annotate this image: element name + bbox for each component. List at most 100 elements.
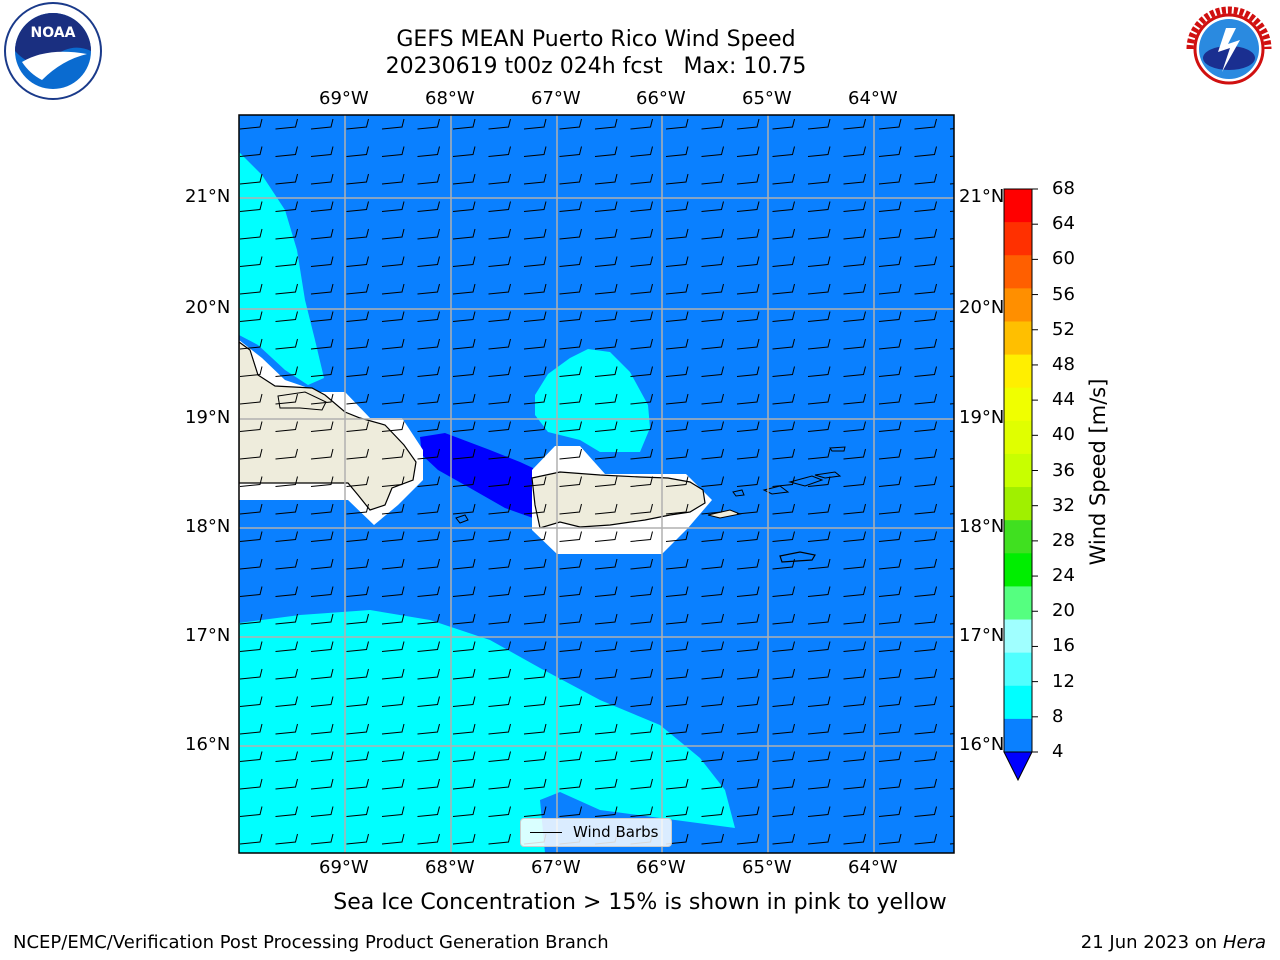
wind-barb-376 [914,586,937,597]
island-st-thomas [762,485,790,495]
wind-barb-221 [630,393,653,405]
wind-barb-333 [878,531,902,542]
wind-barb-1 [275,118,298,130]
lat-label-right-1: 20°N [959,297,1005,318]
wind-barb-303 [559,503,582,515]
wind-barb-433 [701,668,724,680]
wind-barb-38 [843,146,866,157]
wind-barb-521 [843,778,866,790]
legend-label: Wind Barbs [573,823,659,841]
wind-barb-84 [239,228,263,240]
wind-barb-190 [275,366,298,377]
lat-label-right-3: 18°N [959,516,1005,537]
wind-barb-47 [417,173,440,185]
footer-host: Hera [1222,932,1266,953]
wind-barb-123 [878,256,902,267]
wind-barb-170 [310,338,334,350]
wind-barb-380 [310,613,334,625]
wind-barb-547 [275,833,298,845]
lat-label-left-3: 18°N [185,516,231,537]
wind-barb-132 [452,283,476,295]
wind-barb-378 [239,613,263,625]
wind-barb-13 [701,118,724,130]
wind-barb-434 [736,668,760,680]
wind-barb-4 [381,118,405,130]
wind-barb-186 [878,338,902,350]
wind-barb-133 [488,283,511,295]
footer-date-text: 21 Jun 2023 on [1080,932,1218,953]
wind-barb-225 [772,393,795,405]
wind-barb-495 [665,751,689,762]
wind-barbs-legend: Wind Barbs [520,818,672,847]
wind-barb-441 [239,696,263,707]
wind-barb-369 [665,586,689,597]
wind-barb-26 [417,146,440,157]
wind-barb-236 [417,421,440,432]
wind-barb-134 [523,283,547,295]
wind-barb-429 [559,668,582,680]
wind-barb-245 [736,421,760,432]
wind-barb-560 [736,833,760,845]
wind-barb-551 [417,833,440,845]
colorbar-extend-arrow [1003,751,1033,782]
wind-barb-286 [701,476,724,487]
wind-barb-540 [772,806,795,817]
wind-barb-308 [736,503,760,515]
wind-barb-462 [239,723,263,735]
wind-barb-458 [843,696,866,707]
wind-barb-305 [630,503,653,515]
wind-barb-452 [630,696,653,707]
wind-barb-392 [736,613,760,625]
wind-barb-116 [630,256,653,267]
wind-barb-563 [843,833,866,845]
wind-barb-192 [346,366,369,377]
lat-label-right-0: 21°N [959,186,1005,207]
wind-barb-393 [772,613,795,625]
wind-barb-246 [772,421,795,432]
wind-barb-486 [346,751,369,762]
wind-barb-559 [701,833,724,845]
wind-barb-492 [559,751,582,762]
wind-barb-90 [452,228,476,240]
wind-barb-10 [594,118,618,130]
wind-barb-506 [310,778,334,790]
wind-barb-448 [488,696,511,707]
wind-field-8-12-south [239,610,735,853]
wind-barb-228 [878,393,902,405]
wind-barb-48 [452,173,476,185]
wind-barb-70 [488,201,511,212]
wind-barb-404 [417,641,440,652]
wind-barb-226 [807,393,831,405]
wind-barb-402 [346,641,369,652]
wind-barb-63 [239,201,263,212]
wind-barb-531 [452,806,476,817]
wind-barb-367 [594,586,618,597]
wind-barb-331 [807,531,831,542]
wind-barb-514 [594,778,618,790]
wind-barb-325 [594,531,618,542]
wind-barb-475 [701,723,724,735]
lat-label-left-1: 20°N [185,297,231,318]
wind-barb-501 [878,751,902,762]
wind-barb-77 [736,201,760,212]
colorbar-segment-10 [1004,520,1032,554]
wind-barb-354 [878,558,902,570]
wind-barb-271 [914,448,937,460]
wind-barb-312 [878,503,902,515]
wind-barb-210 [239,393,263,405]
wind-barb-183 [772,338,795,350]
wind-barb-316 [275,531,298,542]
wind-barb-268 [807,448,831,460]
colorbar-tick-4: 52 [1052,318,1075,340]
wind-barb-152 [417,311,440,322]
wind-barb-346 [594,558,618,570]
wind-barb-215 [417,393,440,405]
wind-barb-76 [701,201,724,212]
colorbar-segment-12 [1004,586,1032,621]
wind-barb-120 [772,256,795,267]
wind-barb-484 [275,751,298,762]
wind-barb-227 [843,393,866,405]
wind-barb-387 [559,613,582,625]
wind-barb-0 [239,118,263,130]
wind-barb-244 [701,421,724,432]
